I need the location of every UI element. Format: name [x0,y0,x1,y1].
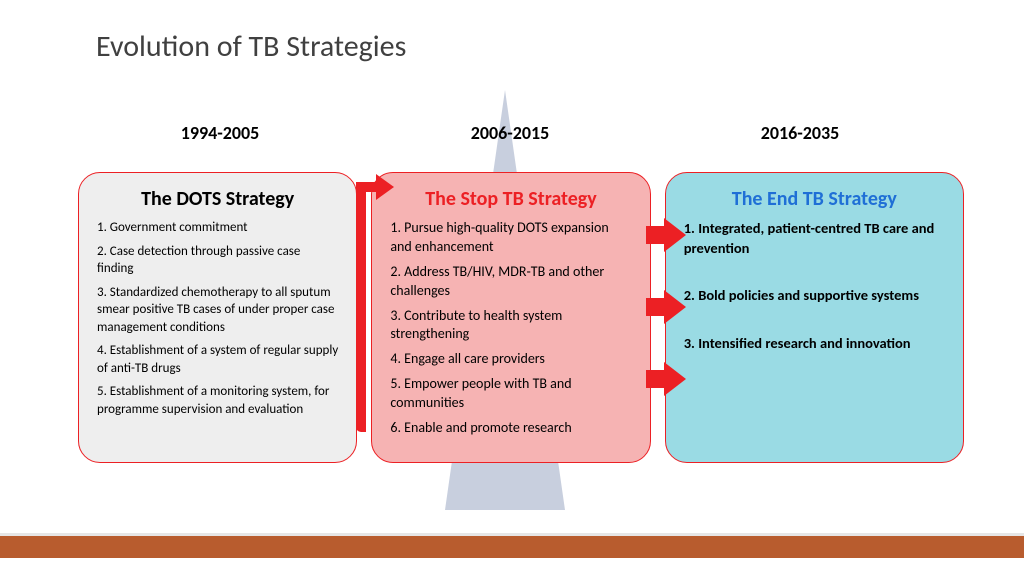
card-title: The Stop TB Strategy [390,187,631,211]
card-title: The DOTS Strategy [97,187,338,211]
strategy-card-end: The End TB Strategy 1. Integrated, patien… [665,172,964,463]
card-list: 1. Integrated, patient-centred TB care a… [684,219,945,353]
period-label: 1994-2005 [150,122,290,144]
card-title: The End TB Strategy [684,187,945,211]
card-list-item: 1. Pursue high-quality DOTS expansion an… [390,219,631,257]
card-list-item: 2. Case detection through passive case f… [97,243,338,278]
small-arrow-icon [646,226,666,244]
card-list-item: 4. Engage all care providers [390,350,631,369]
card-list-item: 5. Establishment of a monitoring system,… [97,383,338,418]
connector-arrow-shaft [356,182,366,432]
card-list-item: 5. Empower people with TB and communitie… [390,375,631,413]
small-arrow-head-icon [664,362,686,396]
footer-bar [0,536,1024,558]
card-list-item: 3. Standardized chemotherapy to all sput… [97,284,338,337]
period-label: 2016-2035 [730,122,870,144]
card-list-item: 1. Government commitment [97,219,338,237]
card-list-item: 2. Bold policies and supportive systems [684,286,945,306]
cards-row: The DOTS Strategy 1. Government commitmen… [78,172,964,463]
strategy-card-dots: The DOTS Strategy 1. Government commitmen… [78,172,357,463]
card-list-item: 1. Integrated, patient-centred TB care a… [684,219,945,258]
small-arrow-head-icon [664,290,686,324]
small-arrow-icon [646,298,666,316]
card-list-item: 6. Enable and promote research [390,419,631,438]
connector-arrow-head [376,174,394,200]
card-list-item: 2. Address TB/HIV, MDR-TB and other chal… [390,263,631,301]
small-arrow-head-icon [664,218,686,252]
card-list-item: 4. Establishment of a system of regular … [97,342,338,377]
strategy-card-stop: The Stop TB Strategy 1. Pursue high-quali… [371,172,650,463]
card-list-item: 3. Intensified research and innovation [684,334,945,354]
card-list: 1. Pursue high-quality DOTS expansion an… [390,219,631,438]
card-list: 1. Government commitment 2. Case detectio… [97,219,338,418]
period-label: 2006-2015 [440,122,580,144]
card-list-item: 3. Contribute to health system strengthe… [390,307,631,345]
small-arrow-icon [646,370,666,388]
page-title: Evolution of TB Strategies [96,28,406,65]
